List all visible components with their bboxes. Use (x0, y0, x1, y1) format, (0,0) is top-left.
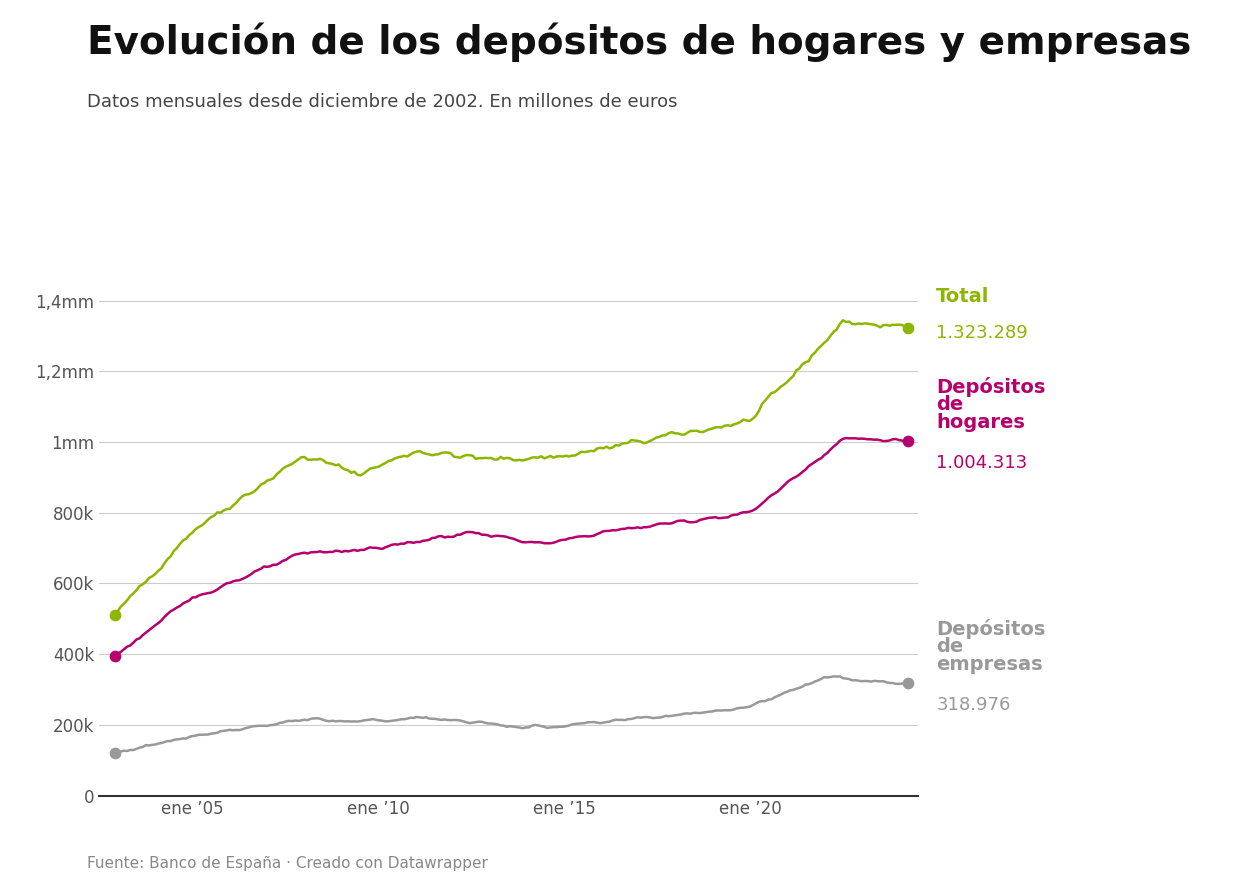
Text: Datos mensuales desde diciembre de 2002. En millones de euros: Datos mensuales desde diciembre de 2002.… (87, 93, 677, 110)
Text: Fuente: Banco de España · Creado con Datawrapper: Fuente: Banco de España · Creado con Dat… (87, 856, 487, 871)
Text: de: de (936, 395, 963, 415)
Point (899, 434, 919, 448)
Point (105, 649, 125, 663)
Text: 1.323.289: 1.323.289 (936, 324, 1028, 342)
Text: de: de (936, 637, 963, 657)
Point (105, 746, 125, 760)
Point (899, 322, 919, 336)
Text: hogares: hogares (936, 413, 1025, 432)
Text: empresas: empresas (936, 655, 1043, 674)
Text: 318.976: 318.976 (936, 697, 1011, 714)
Text: 1.004.313: 1.004.313 (936, 454, 1028, 472)
Text: Total: Total (936, 287, 990, 307)
Text: Evolución de los depósitos de hogares y empresas: Evolución de los depósitos de hogares y … (87, 22, 1192, 62)
Point (899, 676, 919, 690)
Text: Depósitos: Depósitos (936, 619, 1045, 639)
Point (105, 608, 125, 622)
Text: Depósitos: Depósitos (936, 377, 1045, 397)
